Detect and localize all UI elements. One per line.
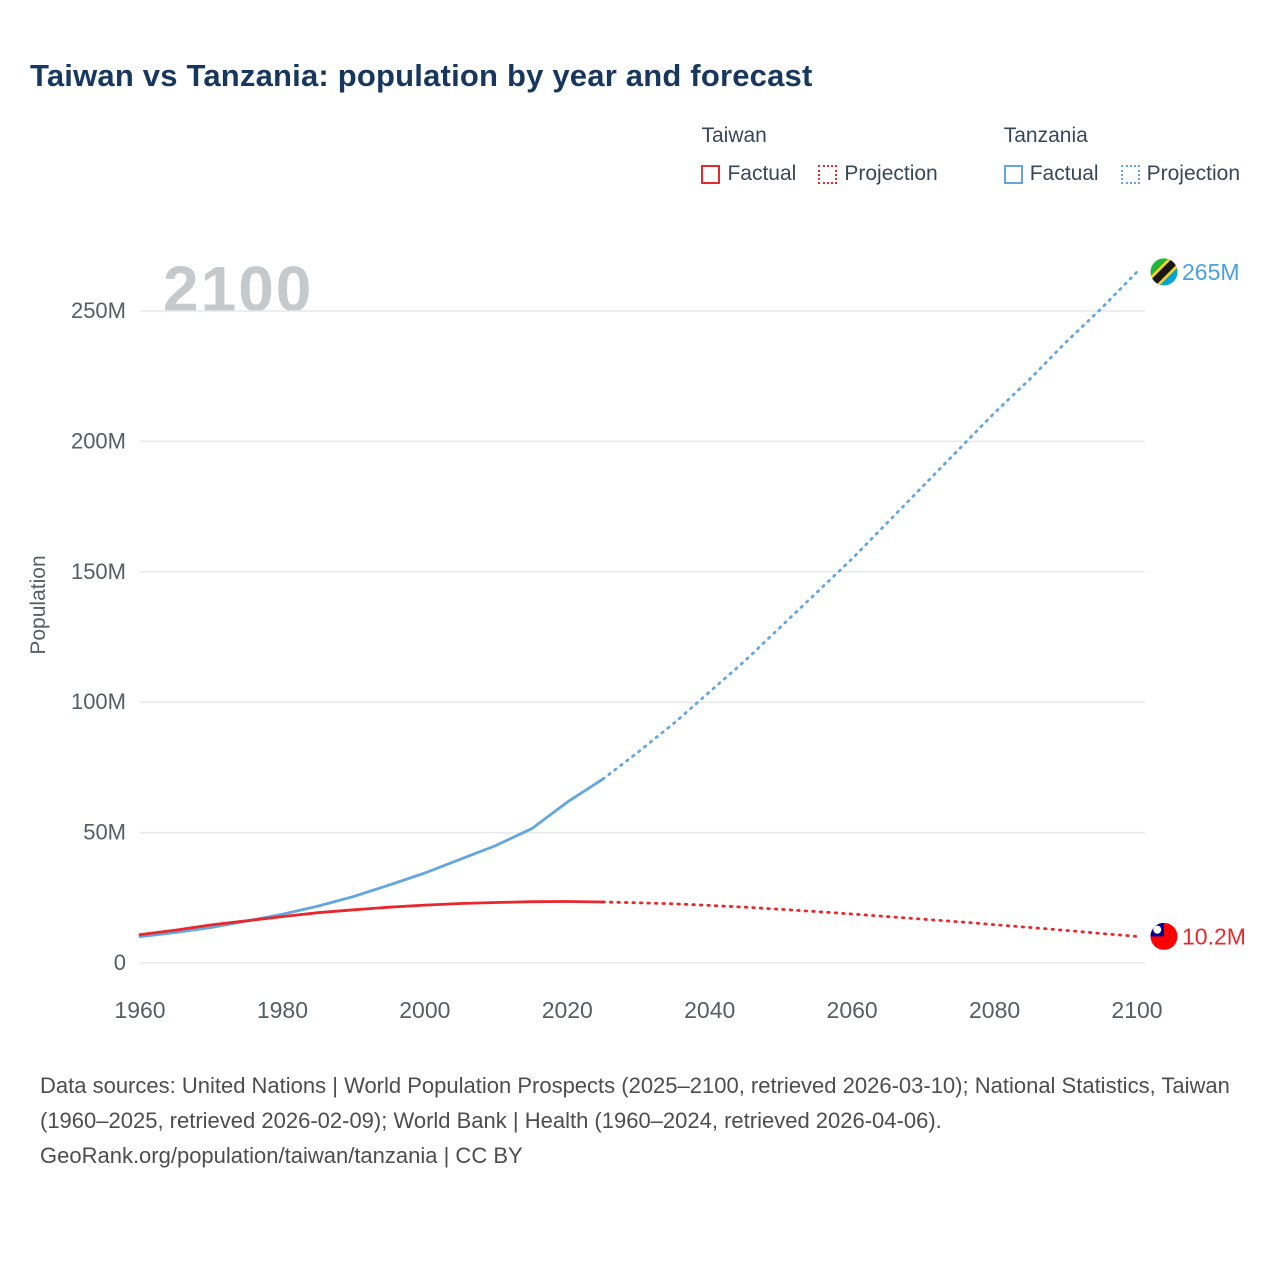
taiwan-factual-swatch-icon [701, 164, 721, 184]
legend-item-tanzania-factual[interactable]: Factual [1003, 162, 1099, 186]
series-line-taiwan-factual [138, 900, 605, 936]
series-line-tanzania-factual [138, 777, 605, 939]
year-watermark: 2100 [163, 253, 314, 325]
y-tick-label: 0 [114, 950, 126, 975]
series-line-taiwan-projection [601, 900, 1139, 938]
legend-item-tanzania-projection[interactable]: Projection [1120, 162, 1240, 186]
y-axis-label: Population [27, 555, 50, 654]
tanzania-flag-icon [1150, 258, 1178, 286]
y-tick-label: 200M [71, 428, 126, 453]
end-label-tanzania: 265M [1182, 259, 1240, 285]
legend: Taiwan Factual Projection Tanzania Factu… [701, 124, 1240, 186]
page-title: Taiwan vs Tanzania: population by year a… [30, 58, 813, 93]
chart-svg[interactable]: 0 50M 100M 150M 200M 250M 1960 1980 2000 2020 2040… [0, 0, 1280, 1060]
x-tick-label: 1980 [257, 997, 308, 1023]
legend-item-tanzania-factual-label: Factual [1029, 162, 1099, 185]
legend-group-tanzania-title: Tanzania [1003, 124, 1088, 147]
x-tick-label: 2000 [399, 997, 450, 1023]
end-label-taiwan: 10.2M [1182, 923, 1246, 949]
y-tick-label: 50M [83, 820, 126, 845]
y-tick-label: 100M [71, 689, 126, 714]
legend-items-taiwan: Factual Projection [701, 162, 938, 186]
x-tick-label: 2040 [684, 997, 735, 1023]
data-sources-text: Data sources: United Nations | World Pop… [40, 1073, 1230, 1134]
x-tick-label: 2060 [827, 997, 878, 1023]
series-line-tanzania-projection [601, 270, 1139, 781]
legend-item-taiwan-factual[interactable]: Factual [701, 162, 796, 186]
legend-item-taiwan-projection[interactable]: Projection [818, 162, 938, 186]
tanzania-factual-swatch-icon [1003, 164, 1023, 184]
y-tick-label: 250M [71, 298, 126, 323]
x-tick-label: 2020 [542, 997, 593, 1023]
legend-items-tanzania: Factual Projection [1003, 162, 1240, 186]
taiwan-projection-swatch-icon [818, 164, 838, 184]
x-tick-label: 1960 [114, 997, 165, 1023]
legend-group-tanzania: Tanzania Factual Projection [1003, 124, 1240, 186]
x-tick-label: 2100 [1111, 997, 1162, 1023]
legend-group-taiwan-title: Taiwan [701, 124, 767, 147]
footer: Data sources: United Nations | World Pop… [40, 1068, 1240, 1174]
legend-item-tanzania-projection-label: Projection [1146, 162, 1240, 185]
legend-group-taiwan: Taiwan Factual Projection [701, 124, 938, 186]
legend-item-taiwan-projection-label: Projection [844, 162, 938, 185]
x-tick-label: 2080 [969, 997, 1020, 1023]
tanzania-projection-swatch-icon [1120, 164, 1140, 184]
taiwan-flag-icon [1150, 922, 1178, 950]
legend-item-taiwan-factual-label: Factual [727, 162, 797, 185]
y-tick-label: 150M [71, 559, 126, 584]
attribution-text: GeoRank.org/population/taiwan/tanzania |… [40, 1143, 523, 1169]
